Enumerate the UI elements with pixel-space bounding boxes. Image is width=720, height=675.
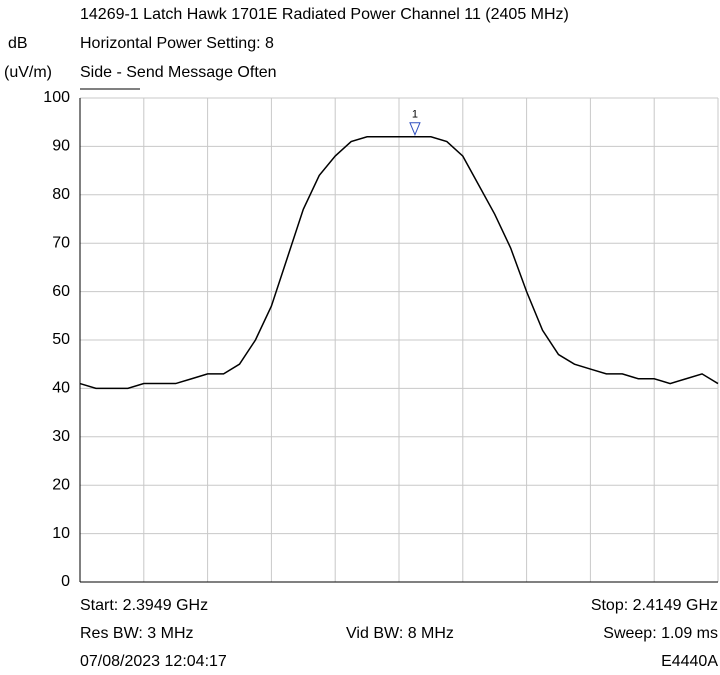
footer-text: Sweep: 1.09 ms (603, 625, 718, 642)
y-tick-label: 10 (52, 525, 70, 542)
chart-title: 14269-1 Latch Hawk 1701E Radiated Power … (80, 6, 569, 23)
y-tick-label: 100 (43, 89, 70, 106)
footer-text: Vid BW: 8 MHz (346, 625, 454, 642)
footer-text: 07/08/2023 12:04:17 (80, 653, 227, 670)
y-tick-label: 40 (52, 380, 70, 397)
chart-subtitle: Horizontal Power Setting: 8 (80, 35, 274, 52)
footer-text: Stop: 2.4149 GHz (591, 597, 718, 614)
y-axis-label: dB (8, 35, 28, 52)
trace-line (79, 135, 719, 390)
y-tick-label: 70 (52, 234, 70, 251)
y-axis-label: (uV/m) (4, 64, 52, 81)
footer-text: E4440A (661, 653, 718, 670)
y-tick-label: 60 (52, 283, 70, 300)
footer-text: Start: 2.3949 GHz (80, 597, 208, 614)
y-tick-label: 50 (52, 331, 70, 348)
y-tick-label: 30 (52, 428, 70, 445)
marker-label: 1 (412, 109, 418, 121)
y-tick-label: 20 (52, 476, 70, 493)
y-tick-label: 90 (52, 138, 70, 155)
chart-subtitle: Side - Send Message Often (80, 64, 277, 81)
marker (409, 122, 421, 137)
y-tick-label: 0 (61, 573, 70, 590)
y-tick-label: 80 (52, 186, 70, 203)
footer-text: Res BW: 3 MHz (80, 625, 194, 642)
